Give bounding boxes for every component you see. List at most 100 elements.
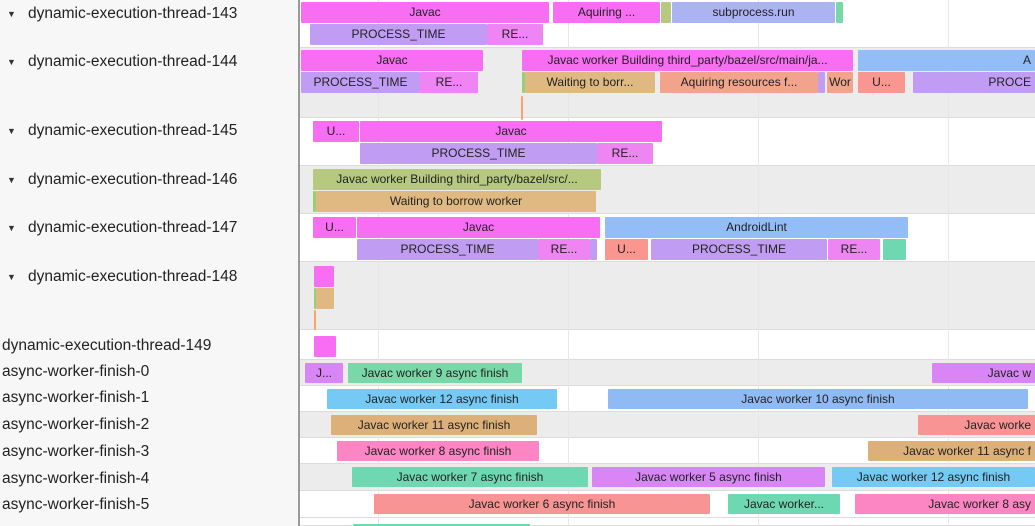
trace-slice-marker[interactable] [521,96,523,120]
trace-slice[interactable]: RE... [597,143,653,164]
sidebar-item-async-worker-finish-2[interactable]: async-worker-finish-2 [0,415,298,435]
trace-slice[interactable]: PROCE [913,72,1035,93]
trace-slice[interactable]: U... [313,121,359,142]
trace-slice[interactable]: U... [313,217,356,238]
trace-slice[interactable]: Waiting to borr... [525,72,655,93]
trace-slice[interactable]: Javac [357,217,600,238]
track-row-overflow-row [300,518,1035,526]
trace-slice[interactable]: Javac [301,50,483,71]
collapse-arrow-icon[interactable]: ▼ [7,175,16,185]
track-separator [300,165,1035,166]
collapse-arrow-icon[interactable]: ▼ [7,9,16,19]
trace-slice[interactable]: J... [305,363,343,383]
track-name-label: async-worker-finish-4 [2,470,150,487]
trace-slice-marker[interactable] [314,266,334,287]
trace-slice-marker[interactable] [314,336,336,357]
trace-slice[interactable]: Javac worker Building third_party/bazel/… [313,169,601,190]
track-separator [300,437,1035,438]
time-gridline [948,0,949,526]
track-name-label: dynamic-execution-thread-149 [2,337,212,354]
trace-slice-marker[interactable] [883,239,906,260]
sidebar-item-dynamic-execution-thread-146[interactable]: ▼ dynamic-execution-thread-146 [0,170,298,190]
trace-slice-marker[interactable] [836,2,843,23]
trace-slice[interactable]: PROCESS_TIME [360,143,597,164]
track-name-label: dynamic-execution-thread-146 [28,171,238,188]
trace-slice[interactable]: Javac worker 6 async finish [374,494,710,514]
trace-slice[interactable]: A [858,50,1035,71]
trace-slice[interactable]: Javac worker 11 async f [868,441,1035,461]
track-separator [300,463,1035,464]
track-separator [300,261,1035,262]
sidebar-item-async-worker-finish-4[interactable]: async-worker-finish-4 [0,469,298,489]
trace-slice[interactable]: Javac worker 12 async finish [327,389,557,409]
trace-slice[interactable]: Javac worker 12 async finish [832,467,1035,487]
time-gridline [568,0,569,526]
trace-slice[interactable]: U... [858,72,905,93]
trace-slice[interactable]: RE... [420,72,478,93]
trace-slice-marker[interactable] [314,288,316,309]
trace-slice[interactable]: PROCESS_TIME [301,72,420,93]
trace-slice[interactable]: AndroidLint [605,217,908,238]
trace-slice[interactable]: Aquiring resources f... [660,72,818,93]
collapse-arrow-icon[interactable]: ▼ [7,223,16,233]
trace-slice[interactable]: Javac worker 10 async finish [608,389,1028,409]
track-name-label: async-worker-finish-0 [2,363,150,380]
track-row-dynamic-execution-thread-149 [300,330,1035,360]
sidebar-item-async-worker-finish-0[interactable]: async-worker-finish-0 [0,362,298,382]
trace-slice[interactable]: PROCESS_TIME [310,24,487,45]
trace-slice[interactable]: Javac [301,2,549,23]
sidebar-item-dynamic-execution-thread-148[interactable]: ▼ dynamic-execution-thread-148 [0,267,298,287]
trace-slice[interactable]: RE... [487,24,543,45]
track-name-sidebar: ▼ dynamic-execution-thread-143 ▼ dynamic-ex… [0,0,300,526]
trace-slice-marker[interactable] [590,239,597,260]
trace-slice[interactable]: Javac worker 8 async finish [337,441,539,461]
trace-slice[interactable]: Javac worke [918,415,1035,435]
track-name-label: dynamic-execution-thread-145 [28,122,238,139]
sidebar-item-async-worker-finish-1[interactable]: async-worker-finish-1 [0,388,298,408]
sidebar-item-dynamic-execution-thread-149[interactable]: dynamic-execution-thread-149 [0,336,298,356]
sidebar-item-async-worker-finish-5[interactable]: async-worker-finish-5 [0,495,298,515]
collapse-arrow-icon[interactable]: ▼ [7,57,16,67]
track-separator [300,411,1035,412]
trace-slice-marker[interactable] [353,524,530,526]
trace-slice-marker[interactable] [661,2,671,23]
sidebar-item-dynamic-execution-thread-145[interactable]: ▼ dynamic-execution-thread-145 [0,121,298,141]
track-separator [300,329,1035,330]
trace-slice[interactable]: Javac worker 8 asy [855,494,1035,514]
trace-slice-marker[interactable] [522,72,525,93]
trace-slice[interactable]: PROCESS_TIME [357,239,538,260]
trace-slice-marker[interactable] [314,310,316,330]
sidebar-item-dynamic-execution-thread-147[interactable]: ▼ dynamic-execution-thread-147 [0,218,298,238]
track-name-label: async-worker-finish-2 [2,416,150,433]
track-separator [300,359,1035,360]
trace-slice-marker[interactable] [818,72,825,93]
trace-slice[interactable]: Javac worker Building third_party/bazel/… [522,50,853,71]
trace-slice[interactable]: subprocess.run [672,2,835,23]
trace-slice[interactable]: Javac w [932,363,1035,383]
trace-slice[interactable]: Waiting to borrow worker [316,191,596,212]
sidebar-item-dynamic-execution-thread-144[interactable]: ▼ dynamic-execution-thread-144 [0,52,298,72]
trace-slice[interactable]: Javac worker 7 async finish [352,467,588,487]
trace-slice[interactable]: RE... [828,239,880,260]
trace-slice[interactable]: RE... [538,239,590,260]
trace-slice[interactable]: Javac worker 5 async finish [592,467,825,487]
trace-slice[interactable]: U... [605,239,648,260]
collapse-arrow-icon[interactable]: ▼ [7,272,16,282]
track-name-label: async-worker-finish-3 [2,443,150,460]
trace-slice[interactable]: Javac [360,121,662,142]
trace-slice-marker[interactable] [313,191,316,212]
trace-slice[interactable]: Wor [827,72,853,93]
trace-slice[interactable]: Javac worker 11 async finish [331,415,537,435]
trace-slice[interactable]: Aquiring ... [553,2,660,23]
track-name-label: dynamic-execution-thread-148 [28,268,238,285]
collapse-arrow-icon[interactable]: ▼ [7,126,16,136]
track-separator [300,213,1035,214]
track-separator [300,385,1035,386]
trace-slice[interactable]: PROCESS_TIME [651,239,827,260]
trace-slice-marker[interactable] [316,288,334,309]
sidebar-item-dynamic-execution-thread-143[interactable]: ▼ dynamic-execution-thread-143 [0,4,298,24]
trace-slice[interactable]: Javac worker... [728,494,840,514]
sidebar-item-async-worker-finish-3[interactable]: async-worker-finish-3 [0,442,298,462]
trace-slice[interactable]: Javac worker 9 async finish [348,363,522,383]
